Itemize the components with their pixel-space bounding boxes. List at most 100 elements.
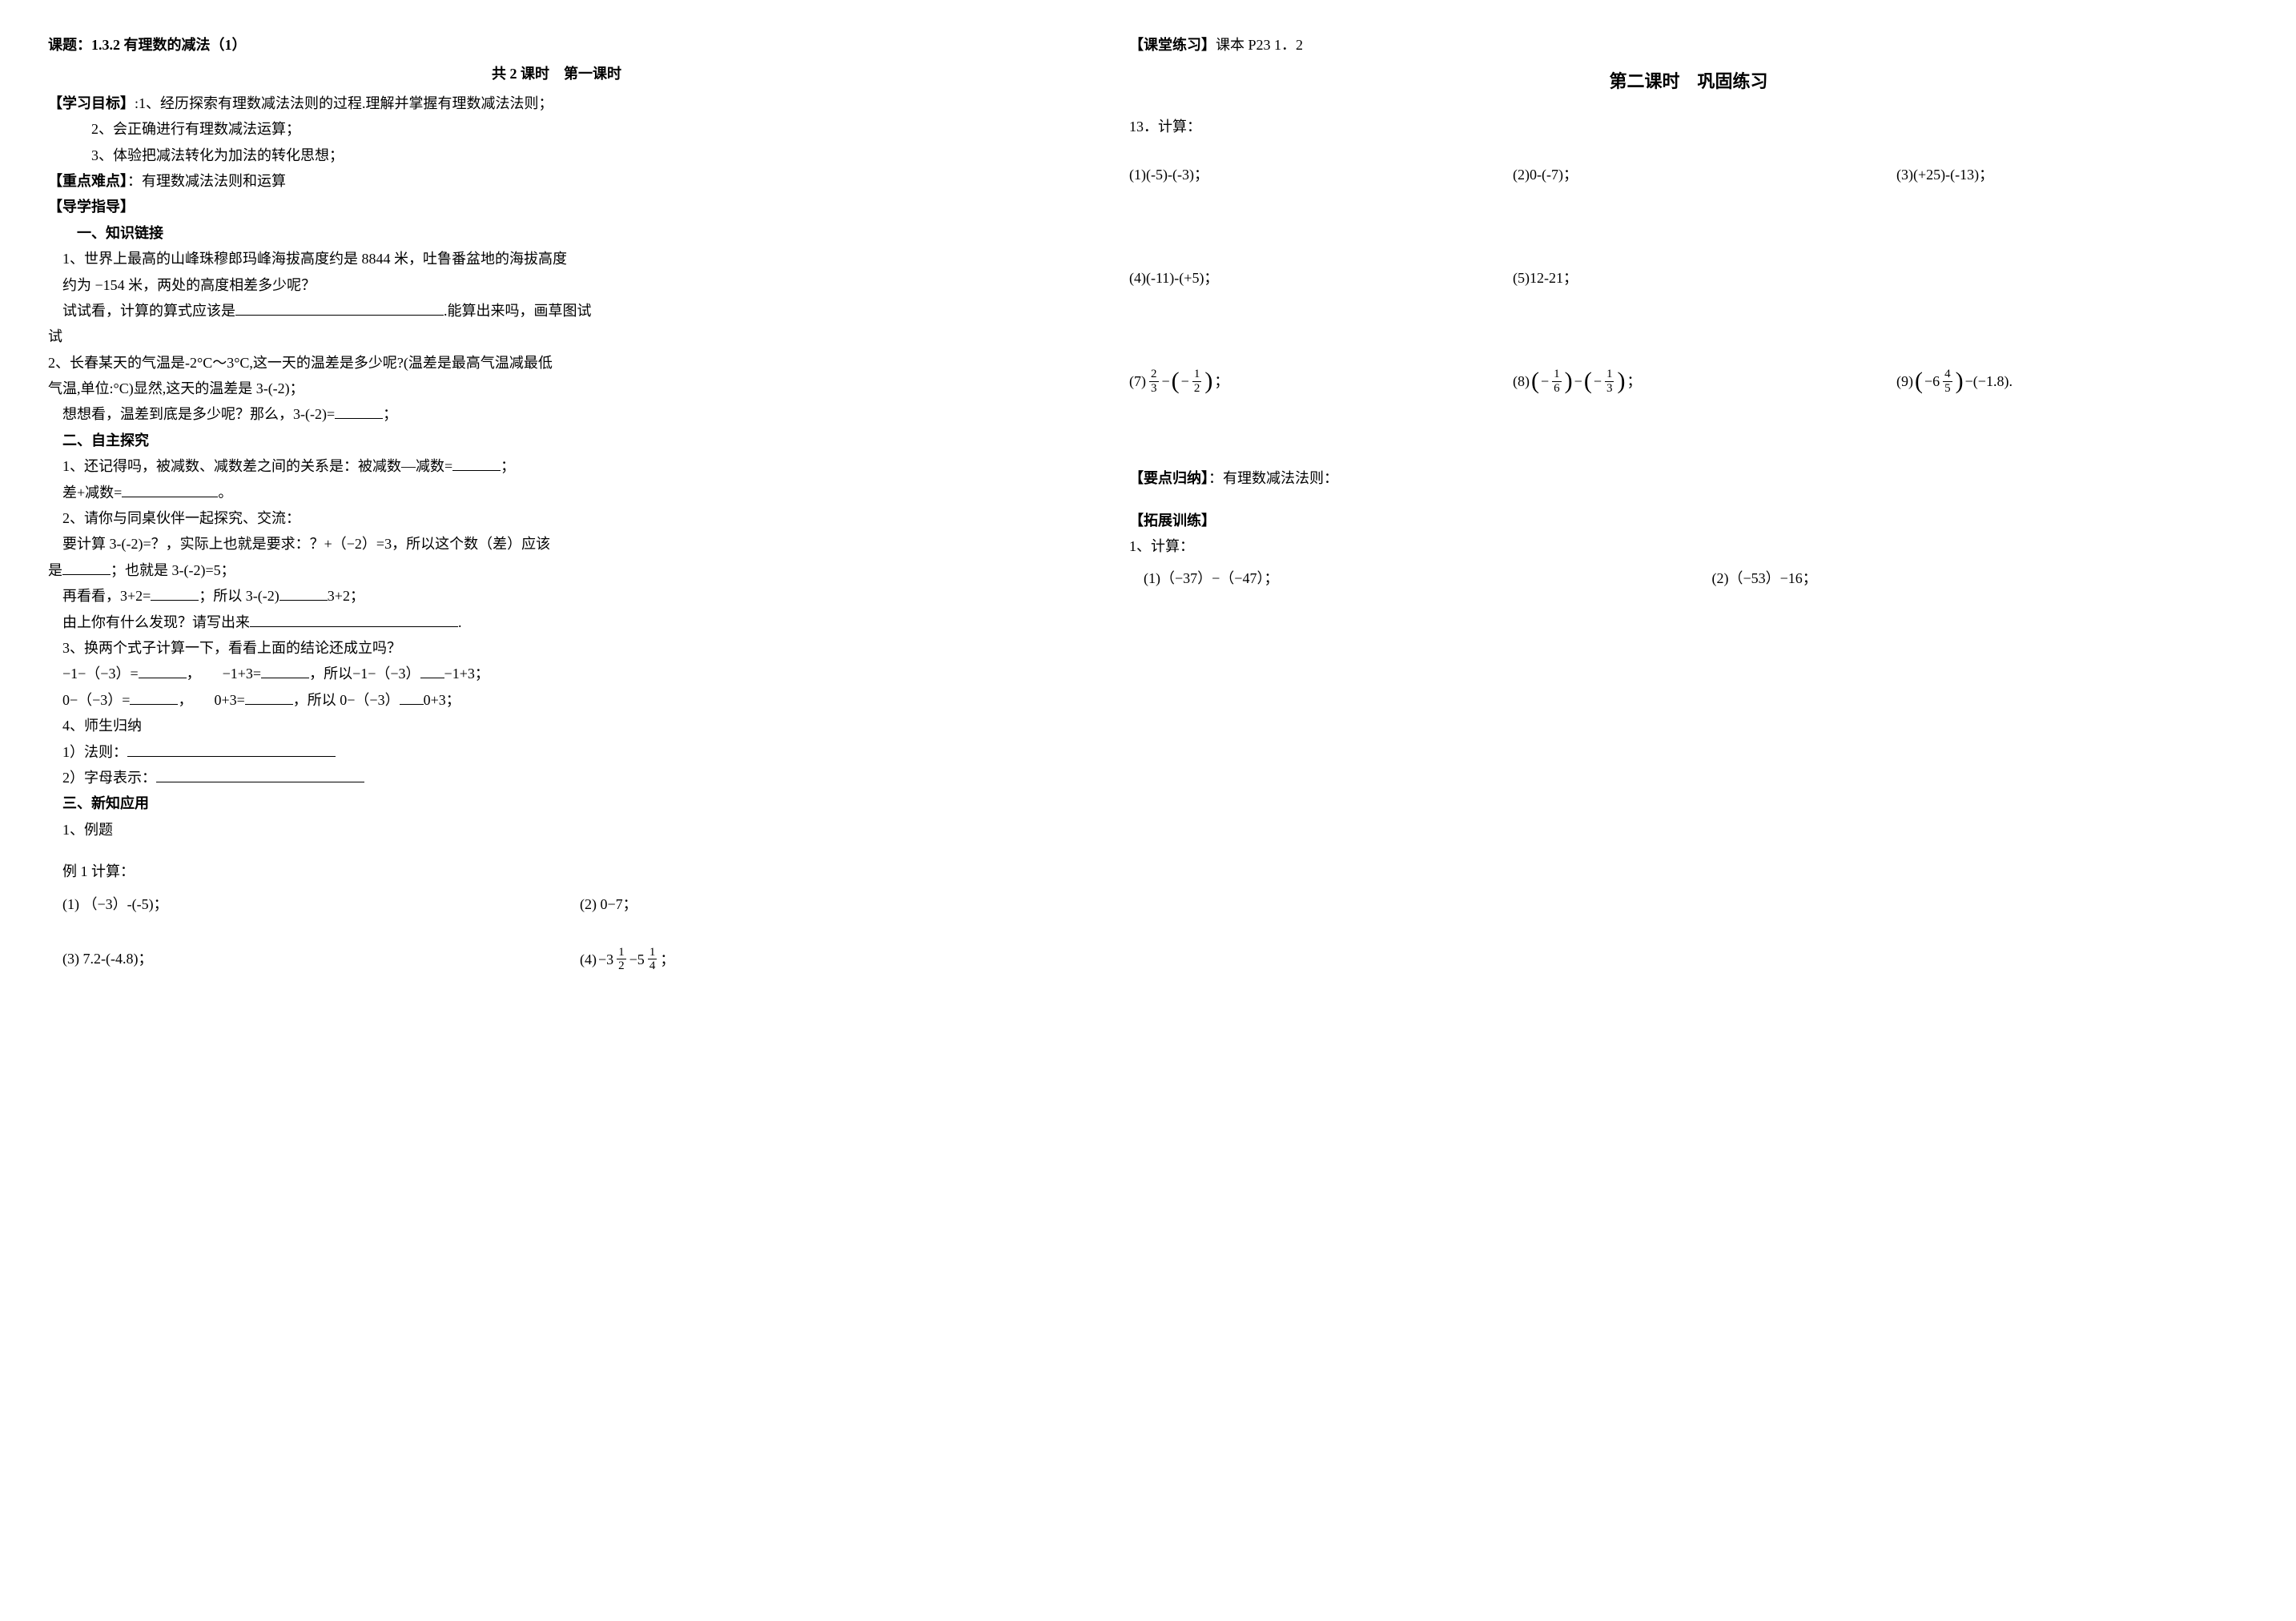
ext-row1: (1)（−37）−（−47）； (2)（−53）−16；: [1129, 565, 2248, 591]
lesson-title: 课题：1.3.2 有理数的减法（1）: [48, 32, 1065, 58]
sec2-p8a: −1−（−3）=: [62, 666, 139, 682]
blank-8[interactable]: [250, 613, 458, 627]
frac-den: 2: [617, 959, 626, 973]
goals-section: 【学习目标】:1、经历探索有理数减法法则的过程.理解并掌握有理数减法法则；: [48, 91, 1065, 116]
ext-header: 【拓展训练】: [1129, 508, 2248, 533]
p13-row1: (1)(-5)-(-3)； (2)0-(-7)； (3)(+25)-(-13)；: [1129, 162, 2248, 187]
example1-row1: (1) （−3）-(-5)； (2) 0−7；: [48, 891, 1065, 917]
sec2-p6b: .: [458, 614, 462, 630]
blank-1[interactable]: [235, 301, 444, 316]
p13-7-mid: −: [1162, 368, 1170, 394]
blank-9[interactable]: [139, 664, 187, 678]
p13-2: (2)0-(-7)；: [1513, 162, 1864, 187]
lesson-subtitle: 共 2 课时 第一课时: [48, 61, 1065, 86]
sec2-p11: 1）法则：: [48, 739, 1065, 765]
sec2-p5b: ；所以 3-(-2): [199, 588, 279, 604]
sec1-p2c: 试: [48, 324, 1065, 349]
blank-5[interactable]: [62, 561, 111, 575]
sec1-p3b: 气温,单位:°C)显然,这天的温差是 3-(-2)；: [48, 376, 1065, 401]
goal-3: 3、体验把减法转化为加法的转化思想；: [48, 143, 1065, 168]
sec2-p7: 3、换两个式子计算一下，看看上面的结论还成立吗？: [48, 635, 1065, 661]
blank-3[interactable]: [452, 457, 501, 471]
sec1-p2b: .能算出来吗，画草图试: [444, 303, 592, 319]
frac-den: 3: [1605, 382, 1614, 396]
right-paren-icon: ): [1204, 369, 1212, 393]
frac-den: 6: [1552, 382, 1562, 396]
frac-num: 1: [1192, 368, 1202, 382]
ext-1: (1)（−37）−（−47）；: [1144, 565, 1680, 591]
sec1-p1: 1、世界上最高的山峰珠穆郎玛峰海拔高度约是 8844 米，吐鲁番盆地的海拔高度: [48, 246, 1065, 272]
sec2-p9: 0−（−3）=， 0+3=，所以 0−（−3）0+3；: [48, 687, 1065, 713]
p13-header: 13．计算：: [1129, 114, 2248, 139]
sec2-p9d: 0+3；: [424, 692, 460, 708]
p13-9: (9) ( −6 45 ) −(−1.8).: [1896, 368, 2248, 395]
p13-8-prefix: (8): [1513, 368, 1530, 394]
left-paren-icon: (: [1915, 369, 1923, 393]
blank-16[interactable]: [156, 768, 364, 782]
sec2-p12: 2）字母表示：: [48, 765, 1065, 790]
blank-11[interactable]: [420, 664, 444, 678]
sec1-p4a: 想想看，温差到底是多少呢？那么，3-(-2)=: [62, 406, 335, 422]
p13-7-prefix: (7): [1129, 368, 1146, 394]
ex1-4-mid: −5: [629, 947, 645, 972]
right-paren-icon: ): [1617, 369, 1625, 393]
practice-text: 课本 P23 1．2: [1216, 37, 1303, 53]
sec2-p12a: 2）字母表示：: [62, 770, 156, 786]
blank-14[interactable]: [400, 690, 424, 705]
frac-num: 2: [1149, 368, 1159, 382]
sec2-p3: 2、请你与同桌伙伴一起探究、交流：: [48, 505, 1065, 531]
frac-den: 5: [1943, 382, 1952, 396]
p13-8-frac2: 13: [1603, 368, 1616, 395]
second-lesson-title: 第二课时 巩固练习: [1129, 66, 2248, 98]
p13-8-neg1: −: [1541, 368, 1549, 394]
frac-num: 1: [617, 946, 626, 960]
p13-8-frac1: 16: [1550, 368, 1563, 395]
blank-6[interactable]: [151, 586, 199, 601]
ex1-4-frac2: 14: [646, 946, 659, 973]
sec2-p1: 1、还记得吗，被减数、减数差之间的关系是：被减数—减数=；: [48, 453, 1065, 479]
sec2-p8b: ， −1+3=: [187, 666, 261, 682]
sec2-p4-line2: 是；也就是 3-(-2)=5；: [48, 557, 1065, 583]
p13-5: (5)12-21；: [1513, 265, 1864, 291]
p13-7-frac1: 23: [1148, 368, 1160, 395]
sec2-p5: 再看看，3+2=；所以 3-(-2)3+2；: [48, 583, 1065, 609]
ex1-4-prefix: (4): [580, 947, 597, 972]
blank-4[interactable]: [122, 483, 218, 497]
left-paren-icon: (: [1172, 369, 1180, 393]
sec2-p1a: 1、还记得吗，被减数、减数差之间的关系是：被减数—减数=: [62, 458, 452, 474]
frac-num: 1: [1605, 368, 1614, 382]
blank-10[interactable]: [261, 664, 309, 678]
p13-7-suffix: ；: [1214, 368, 1228, 394]
left-paren-icon: (: [1531, 369, 1539, 393]
right-paren-icon: ): [1565, 369, 1573, 393]
sec2-p4c: ；也就是 3-(-2)=5；: [111, 562, 235, 578]
sec1-p2: 试试看，计算的算式应该是 .能算出来吗，画草图试: [48, 298, 1065, 324]
sec1-p1b: 约为 −154 米，两处的高度相差多少呢？: [48, 272, 1065, 298]
p13-9-int: −6: [1924, 368, 1940, 394]
ex1-4-int1: −3: [598, 947, 613, 972]
sec3-p2: 例 1 计算：: [48, 859, 1065, 884]
summary-text: ：有理数减法法则：: [1208, 470, 1338, 486]
blank-15[interactable]: [127, 742, 336, 757]
sec2-p2a: 差+减数=: [62, 485, 122, 501]
guide-header: 【导学指导】: [48, 194, 1065, 219]
blank-12[interactable]: [130, 690, 178, 705]
blank-7[interactable]: [279, 586, 328, 601]
section2-header: 二、自主探究: [48, 428, 1065, 453]
right-column: 【课堂练习】课本 P23 1．2 第二课时 巩固练习 13．计算： (1)(-5…: [1129, 32, 2248, 979]
sec2-p9c: ，所以 0−（−3）: [293, 692, 400, 708]
frac-num: 1: [1552, 368, 1562, 382]
p13-8-mid: −: [1574, 368, 1582, 394]
right-paren-icon: ): [1956, 369, 1964, 393]
blank-2[interactable]: [335, 404, 383, 419]
practice-header: 【课堂练习】: [1129, 37, 1216, 53]
sec2-p8d: −1+3；: [444, 666, 489, 682]
sec1-p2a: 试试看，计算的算式应该是: [62, 303, 235, 319]
sec2-p2: 差+减数=。: [48, 480, 1065, 505]
goal-2: 2、会正确进行有理数减法运算；: [48, 116, 1065, 142]
frac-den: 4: [648, 959, 657, 973]
left-paren-icon: (: [1584, 369, 1592, 393]
p13-empty: [1896, 265, 2248, 291]
ex1-2: (2) 0−7；: [580, 891, 1065, 917]
blank-13[interactable]: [245, 690, 293, 705]
